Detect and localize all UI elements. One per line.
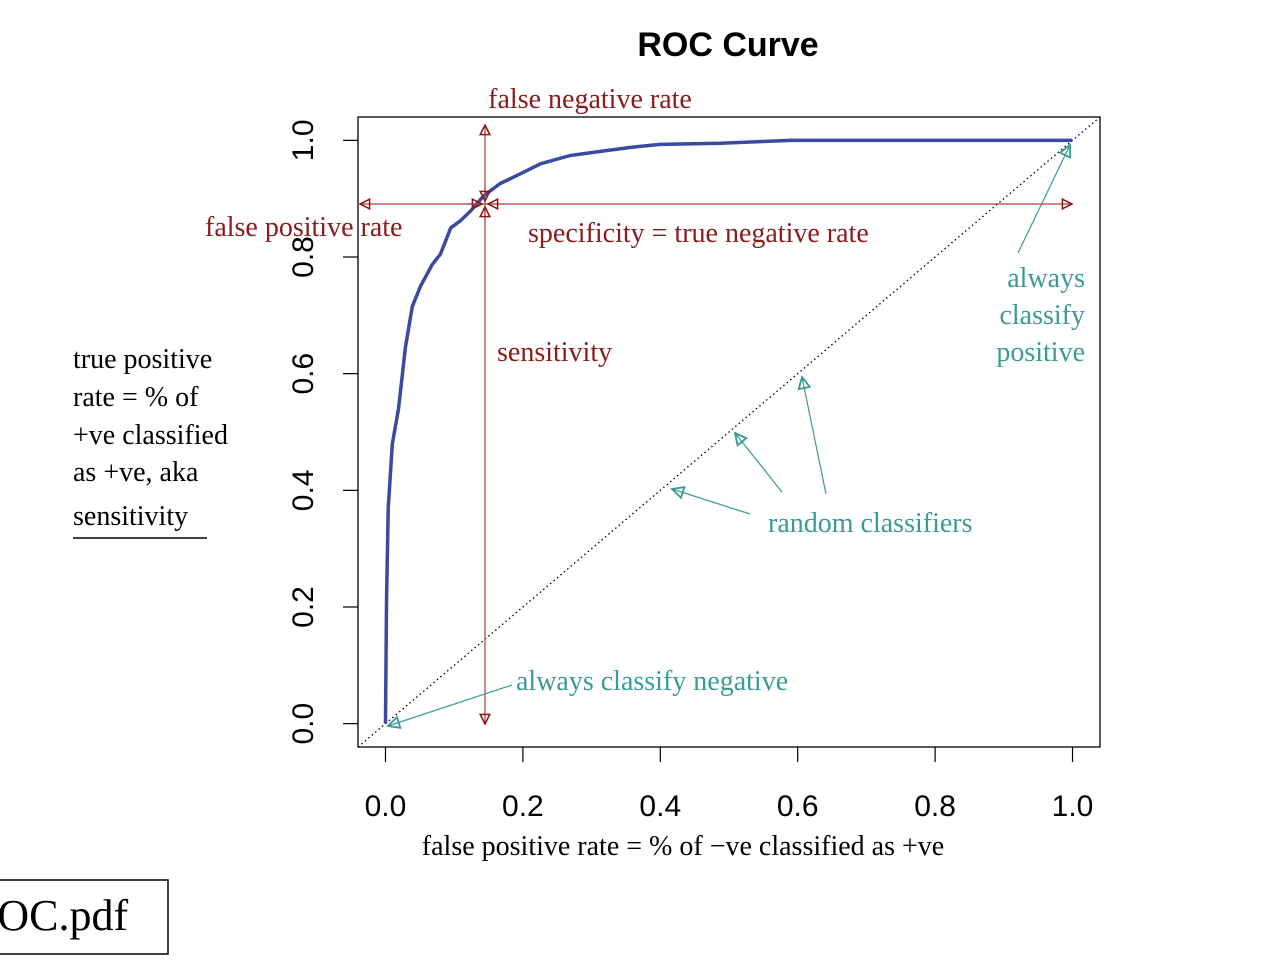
file-label: ROC.pdf — [0, 891, 128, 940]
annotation: always classify negative — [516, 666, 788, 697]
y-tick-label: 1.0 — [287, 119, 320, 161]
y-tick-label: 0.4 — [287, 469, 320, 511]
x-tick-label: 0.4 — [639, 790, 681, 823]
arrow — [1017, 145, 1070, 254]
annotation: specificity = true negative rate — [528, 218, 869, 249]
arrow — [802, 377, 827, 495]
x-tick-label: 0.2 — [502, 790, 544, 823]
y-axis-label: true positive rate = % of +ve classified… — [73, 344, 228, 539]
annotation: false positive rate — [205, 212, 402, 243]
y-tick-label: 0.2 — [287, 586, 320, 628]
arrow — [388, 684, 513, 726]
y-tick-label: 0.8 — [287, 236, 320, 278]
annotation-arrows — [388, 145, 1070, 726]
annotation-arrows — [360, 125, 1072, 724]
plot-area: 0.0 0.2 0.4 0.6 0.8 1.0 0.0 0.2 0.4 0.6 0.8 1.0 — [287, 116, 1101, 823]
arrow — [672, 489, 751, 515]
x-tick-label: 0.6 — [777, 790, 819, 823]
y-label-line: sensitivity — [73, 501, 188, 532]
annotation: always — [1007, 263, 1085, 294]
y-tick-label: 0.6 — [287, 353, 320, 395]
file-label-box — [0, 879, 169, 955]
annotation: random classifiers — [768, 508, 973, 539]
y-label-line: rate = % of — [73, 382, 199, 413]
y-label-line: +ve classified — [73, 420, 228, 451]
chart-title: ROC Curve — [637, 26, 818, 64]
y-label-line: true positive — [73, 344, 212, 375]
diagonal — [357, 116, 1101, 748]
plot-frame — [357, 116, 1101, 748]
y-label-line: as +ve, aka — [73, 457, 199, 488]
x-axis-label: false positive rate = % of −ve classifie… — [422, 831, 944, 862]
x-tick-label: 0.0 — [365, 790, 407, 823]
annotations: false negative rate false positive rate … — [205, 84, 1085, 697]
annotation: sensitivity — [497, 337, 612, 368]
y-tick-label: 0.0 — [287, 703, 320, 745]
annotation: positive — [996, 337, 1085, 368]
annotation: classify — [999, 300, 1085, 331]
arrow — [735, 433, 783, 493]
x-tick-label: 1.0 — [1052, 790, 1094, 823]
x-tick-label: 0.8 — [914, 790, 956, 823]
annotation: false negative rate — [488, 84, 692, 115]
roc-curve — [383, 138, 1073, 724]
